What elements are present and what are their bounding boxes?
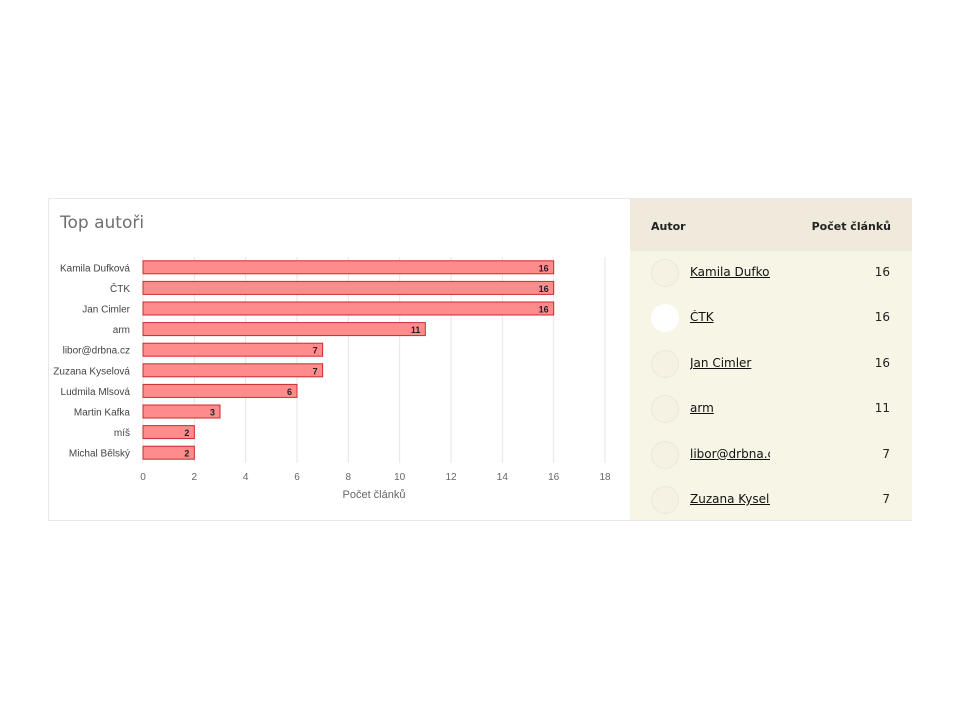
bar[interactable] (142, 260, 555, 275)
article-count: 16 (874, 310, 890, 325)
bar[interactable] (142, 363, 324, 378)
author-link[interactable]: Jan Cimler (690, 355, 752, 370)
author-link[interactable]: libor@drbna.cz (690, 446, 770, 461)
y-category-label: libor@drbna.cz (63, 346, 130, 357)
bar[interactable] (142, 280, 555, 295)
authors-table: Autor Počet článků Kamila Dufková 16 ČTK 16… (630, 199, 912, 520)
bar[interactable] (142, 425, 195, 440)
y-category-label: Martin Kafka (74, 408, 131, 419)
author-link[interactable]: Kamila Dufková (690, 265, 770, 279)
table-row: libor@drbna.cz 7 (630, 433, 912, 478)
author-link[interactable]: Zuzana Kyselová (690, 492, 770, 506)
data-label: 16 (539, 305, 549, 315)
x-tick-label: 8 (346, 472, 352, 483)
x-tick-label: 12 (445, 472, 457, 483)
x-tick-label: 16 (548, 472, 560, 483)
table-row: ČTK 16 (630, 296, 912, 341)
bar[interactable] (142, 383, 298, 398)
bar-chart: 0 2 4 6 8 10 12 14 16 18 Kamila Dufková 16 ČTK 16 Jan … (53, 257, 611, 501)
data-label: 3 (210, 408, 215, 418)
y-category-label: Kamila Dufková (60, 263, 130, 274)
table-row: Kamila Dufková 16 (630, 251, 912, 296)
x-axis-title: Počet článků (343, 489, 406, 501)
bar[interactable] (142, 301, 555, 316)
data-label: 16 (539, 263, 549, 273)
article-count: 7 (882, 446, 890, 461)
avatar (651, 486, 679, 514)
x-tick-label: 14 (497, 472, 509, 483)
y-category-label: míš (114, 428, 130, 439)
column-header-count[interactable]: Počet článků (811, 220, 891, 233)
avatar (651, 440, 679, 469)
data-label: 11 (411, 325, 421, 335)
bar[interactable] (142, 404, 221, 419)
x-tick-label: 4 (243, 472, 249, 483)
table-row: Jan Cimler 16 (630, 342, 912, 387)
author-link[interactable]: arm (690, 401, 714, 416)
data-label: 2 (184, 449, 189, 459)
article-count: 16 (874, 265, 890, 279)
avatar (651, 395, 679, 424)
article-count: 16 (874, 355, 890, 370)
x-tick-label: 0 (140, 472, 146, 483)
data-label: 7 (313, 346, 318, 356)
avatar (651, 304, 679, 333)
bar[interactable] (142, 322, 426, 337)
table-row: Zuzana Kyselová 7 (630, 478, 912, 523)
top-authors-card: Top autoři 0 2 4 6 8 10 12 14 16 18 Kamila Dufková… (48, 198, 912, 521)
y-category-label: arm (113, 325, 130, 336)
author-link[interactable]: ČTK (690, 310, 714, 325)
y-category-label: Michal Bělský (69, 449, 130, 460)
data-label: 16 (539, 284, 549, 294)
data-label: 2 (184, 428, 189, 438)
avatar (651, 349, 679, 378)
article-count: 11 (874, 401, 890, 416)
table-row: arm 11 (630, 387, 912, 432)
avatar (651, 259, 679, 287)
data-label: 7 (313, 366, 318, 376)
bar[interactable] (142, 342, 324, 357)
chart-panel: Top autoři 0 2 4 6 8 10 12 14 16 18 Kamila Dufková… (49, 199, 630, 520)
article-count: 7 (882, 492, 890, 506)
y-category-label: Zuzana Kyselová (53, 366, 130, 377)
column-header-author[interactable]: Autor (651, 220, 686, 233)
bar[interactable] (142, 445, 195, 460)
y-category-label: Jan Cimler (82, 305, 130, 316)
data-label: 6 (287, 387, 292, 397)
y-category-label: ČTK (110, 282, 130, 295)
x-tick-label: 10 (394, 472, 406, 483)
x-tick-label: 18 (599, 472, 611, 483)
x-tick-label: 6 (294, 472, 300, 483)
x-tick-label: 2 (192, 472, 198, 483)
table-header: Autor Počet článků (630, 199, 912, 251)
y-category-label: Ludmila Mlsová (61, 387, 131, 398)
panel-title: Top autoři (60, 213, 145, 233)
